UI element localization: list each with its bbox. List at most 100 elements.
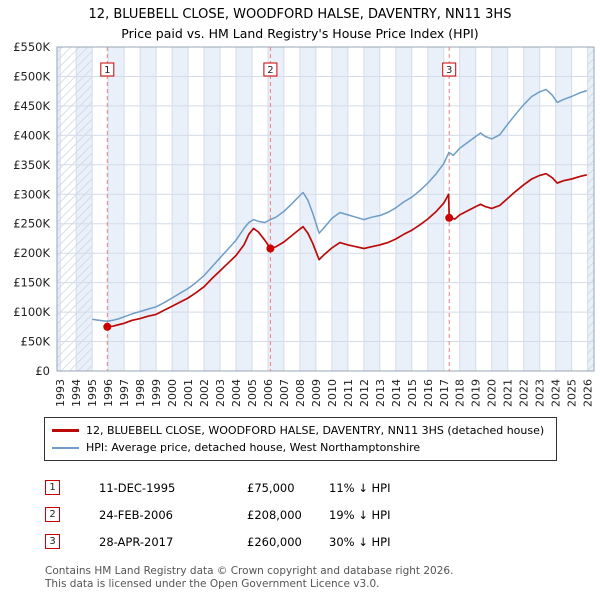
year-stripe: [315, 47, 332, 371]
x-axis-tick-label: 2010: [326, 379, 339, 407]
chart-legend: 12, BLUEBELL CLOSE, WOODFORD HALSE, DAVE…: [44, 417, 557, 461]
series-line-hpi: [92, 88, 588, 322]
x-axis-tick-label: 1999: [150, 379, 163, 407]
y-axis-tick-label: £350K: [13, 158, 50, 172]
transaction-price: £75,000: [247, 480, 295, 495]
year-stripe: [188, 47, 205, 371]
price-chart: £0 £50K £100K £150K £200K £250K £300K £350K £400…: [13, 41, 595, 407]
y-axis-tick-label: £100K: [13, 305, 50, 319]
year-stripe: [347, 47, 364, 371]
transaction-marker-2: 2: [45, 507, 60, 522]
year-stripe: [555, 47, 572, 371]
x-axis-tick-label: 2026: [582, 379, 595, 407]
no-data-hatch: [57, 47, 93, 371]
sale-point-1: [103, 322, 112, 331]
hpi-line-swatch: [52, 446, 79, 449]
transaction-row-3: 3 28-APR-2017 £260,000 30% ↓ HPI: [45, 528, 600, 555]
year-stripe: [92, 47, 109, 371]
year-stripe: [124, 47, 141, 371]
y-axis-tick-label: £250K: [13, 217, 50, 231]
footer: Contains HM Land Registry data © Crown c…: [45, 565, 600, 591]
y-axis-tick-label: £150K: [13, 276, 50, 290]
transaction-date: 11-DEC-1995: [99, 480, 176, 495]
year-stripe: [140, 47, 157, 371]
x-axis-tick-label: 2008: [294, 379, 307, 407]
year-stripe: [299, 47, 316, 371]
legend-item-hpi: HPI: Average price, detached house, West…: [52, 439, 549, 456]
transaction-marker-1: 1: [45, 480, 60, 495]
x-axis-tick-label: 2014: [390, 379, 403, 407]
transaction-hpi-delta: 19% ↓ HPI: [329, 507, 391, 522]
sale-flag-2: [263, 62, 278, 77]
x-axis-tick-label: 2021: [502, 379, 515, 407]
x-axis-tick-label: 2000: [166, 379, 179, 407]
page-title: 12, BLUEBELL CLOSE, WOODFORD HALSE, DAVE…: [88, 7, 512, 22]
year-stripe: [443, 47, 460, 371]
year-stripe: [220, 47, 236, 371]
year-stripe: [395, 47, 412, 371]
x-axis-tick-label: 1997: [118, 379, 131, 407]
sale-flag-number: 3: [446, 65, 452, 76]
x-axis-tick-label: 2025: [566, 379, 579, 407]
year-stripe: [427, 47, 444, 371]
year-stripe: [411, 47, 428, 371]
transaction-price: £208,000: [247, 507, 302, 522]
year-stripe: [204, 47, 220, 371]
sale-point-2: [266, 244, 275, 253]
sale-flag-number: 1: [104, 65, 110, 76]
transaction-hpi-delta: 30% ↓ HPI: [329, 534, 391, 549]
transaction-price: £260,000: [247, 534, 302, 549]
x-axis-tick-label: 2006: [262, 379, 275, 407]
x-axis-tick-label: 2001: [182, 379, 195, 407]
year-stripe: [283, 47, 300, 371]
series-line-property: [107, 172, 588, 328]
transaction-row-1: 1 11-DEC-1995 £75,000 11% ↓ HPI: [45, 474, 600, 501]
year-stripe: [331, 47, 348, 371]
x-axis-tick-label: 1995: [86, 379, 99, 407]
x-axis-tick-label: 1993: [54, 379, 67, 407]
year-stripe: [236, 47, 252, 371]
year-stripe: [539, 47, 556, 371]
legend-label-property: 12, BLUEBELL CLOSE, WOODFORD HALSE, DAVE…: [86, 424, 545, 437]
x-axis-tick-label: 2022: [518, 379, 531, 407]
x-axis-tick-label: 2016: [422, 379, 435, 407]
transactions-table: 1 11-DEC-1995 £75,000 11% ↓ HPI 2 24-FEB…: [45, 474, 600, 555]
transaction-marker-3: 3: [45, 534, 60, 549]
year-stripe: [475, 47, 492, 371]
x-axis-tick-label: 2011: [342, 379, 355, 407]
y-axis-tick-label: £450K: [13, 99, 50, 113]
year-stripe: [523, 47, 540, 371]
x-axis-tick-label: 2007: [278, 379, 291, 407]
x-axis-tick-label: 2024: [550, 379, 563, 407]
x-axis-tick-label: 2005: [246, 379, 259, 407]
year-stripe: [491, 47, 508, 371]
year-stripe: [252, 47, 268, 371]
x-axis-tick-label: 1998: [134, 379, 147, 407]
sale-flag-number: 2: [267, 65, 273, 76]
x-axis-tick-label: 1994: [70, 379, 83, 407]
y-axis-tick-label: £400K: [13, 128, 50, 142]
x-axis-tick-label: 2018: [454, 379, 467, 407]
transaction-date: 24-FEB-2006: [99, 507, 173, 522]
x-axis-tick-label: 2017: [438, 379, 451, 407]
property-line-swatch: [52, 429, 79, 432]
y-axis-tick-label: £550K: [13, 41, 50, 54]
sale-point-3: [445, 213, 454, 222]
year-stripe: [379, 47, 396, 371]
y-axis-tick-label: £50K: [21, 335, 51, 349]
x-axis-tick-label: 2002: [198, 379, 211, 407]
x-axis-tick-label: 2003: [214, 379, 227, 407]
transaction-date: 28-APR-2017: [99, 534, 174, 549]
year-stripe: [507, 47, 524, 371]
year-stripe: [459, 47, 476, 371]
year-stripe: [156, 47, 173, 371]
x-axis-tick-label: 2023: [534, 379, 547, 407]
transaction-hpi-delta: 11% ↓ HPI: [329, 480, 391, 495]
x-axis-tick-label: 2020: [486, 379, 499, 407]
legend-label-hpi: HPI: Average price, detached house, West…: [86, 441, 421, 454]
year-stripe: [172, 47, 189, 371]
x-axis-tick-label: 2013: [374, 379, 387, 407]
footer-copyright: Contains HM Land Registry data © Crown c…: [45, 565, 454, 577]
y-axis-tick-label: £200K: [13, 246, 50, 260]
x-axis-tick-label: 2019: [470, 379, 483, 407]
